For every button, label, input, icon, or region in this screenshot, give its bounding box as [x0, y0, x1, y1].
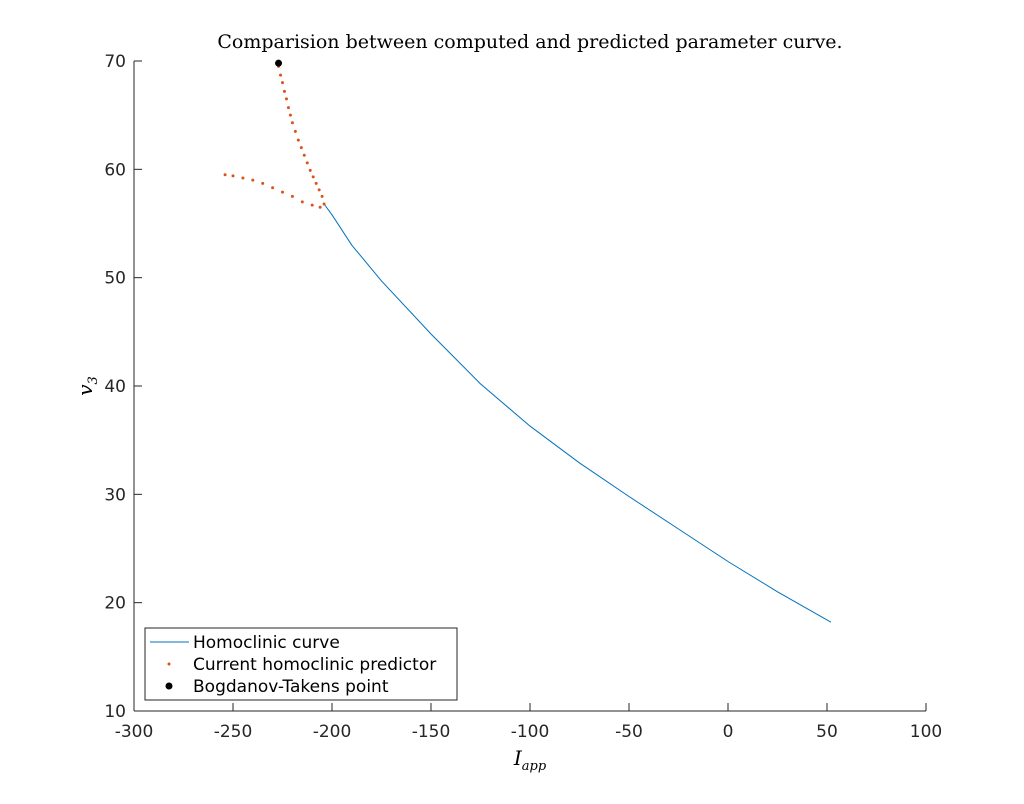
- y-axis-label: v3: [73, 376, 101, 396]
- predictor-dot: [302, 153, 306, 157]
- x-tick-label: -50: [615, 722, 643, 742]
- predictor-dot: [290, 121, 294, 125]
- predictor-dot: [281, 81, 284, 85]
- chart-title: Comparision between computed and predict…: [217, 31, 842, 53]
- y-tick-label: 40: [104, 377, 126, 397]
- legend-swatch: [165, 682, 173, 690]
- predictor-dot: [300, 200, 304, 204]
- predictor-dot: [317, 188, 321, 192]
- legend-label: Homoclinic curve: [193, 633, 340, 653]
- legend-box: [144, 627, 458, 701]
- predictor-dot: [308, 168, 312, 172]
- predictor-dot: [286, 106, 290, 110]
- legend-label: Bogdanov-Takens point: [193, 677, 389, 697]
- predictor-dot: [290, 194, 294, 198]
- point-marker: [275, 59, 283, 67]
- y-tick-label: 20: [104, 594, 126, 614]
- x-label-sub: app: [522, 759, 547, 774]
- predictor-dot: [318, 205, 322, 209]
- x-tick-label: 100: [910, 722, 942, 742]
- predictor-dot: [311, 175, 315, 179]
- predictor-dot: [314, 181, 318, 185]
- predictor-dot: [261, 181, 265, 185]
- predictor-dot: [310, 203, 314, 207]
- predictor-dot: [223, 173, 227, 177]
- series-line: [323, 203, 832, 623]
- y-tick-label: 50: [104, 269, 126, 289]
- x-axis-label: Iapp: [513, 746, 547, 774]
- y-label-sub: 3: [86, 376, 101, 384]
- x-tick-label: -100: [511, 722, 550, 742]
- y-tick-label: 70: [104, 52, 126, 72]
- y-label-main: v: [73, 384, 97, 396]
- y-tick-label: 30: [104, 485, 126, 505]
- predictor-dot: [241, 176, 245, 180]
- predictor-dot: [279, 73, 283, 77]
- x-tick-label: -250: [214, 722, 253, 742]
- y-tick-label: 60: [104, 160, 126, 180]
- predictor-dot: [288, 113, 292, 117]
- predictor-dot: [322, 202, 326, 206]
- x-tick-label: 50: [816, 722, 838, 742]
- x-tick-label: -200: [313, 722, 352, 742]
- y-tick-label: 10: [104, 702, 126, 722]
- legend-label: Current homoclinic predictor: [193, 655, 436, 675]
- predictor-dot: [284, 97, 288, 101]
- predictor-dot: [305, 161, 309, 165]
- predictor-dot: [299, 146, 303, 150]
- x-label-main: I: [513, 746, 523, 770]
- predictor-dot: [293, 129, 297, 133]
- x-tick-label: -150: [412, 722, 451, 742]
- predictor-dot: [271, 186, 275, 190]
- x-tick-label: 0: [723, 722, 734, 742]
- predictor-dot: [282, 89, 286, 93]
- predictor-dot: [296, 138, 300, 142]
- predictor-dot: [320, 194, 324, 198]
- x-tick-label: -300: [115, 722, 154, 742]
- predictor-dot: [231, 174, 235, 178]
- legend-swatch: [167, 662, 171, 666]
- predictor-dot: [251, 178, 255, 182]
- predictor-dot: [281, 190, 284, 194]
